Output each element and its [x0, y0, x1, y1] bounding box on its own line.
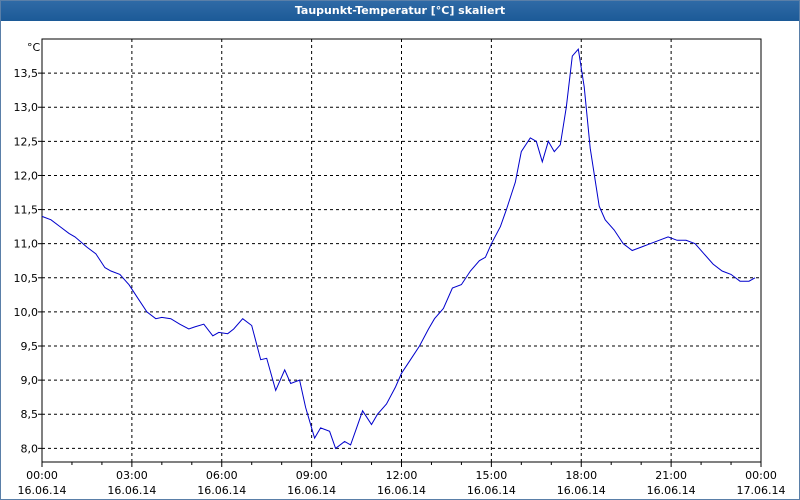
- x-tick-time-label: 18:00: [565, 469, 597, 482]
- y-tick-label: 13,0: [14, 101, 39, 114]
- x-tick-date-label: 16.06.14: [287, 484, 336, 497]
- x-tick-date-label: 16.06.14: [557, 484, 606, 497]
- x-tick-time-label: 00:00: [745, 469, 777, 482]
- y-tick-label: 11,5: [14, 204, 39, 217]
- chart-canvas: °C 13,5 13,0 12,5 12,0 11,5 11,0 10,5 10,0 9,5 9,…: [14, 38, 786, 497]
- y-axis-unit-label: °C: [27, 41, 41, 54]
- dewpoint-series-line: [41, 48, 756, 450]
- y-tick-label: 9,5: [21, 340, 39, 353]
- x-tick-time-label: 21:00: [655, 469, 687, 482]
- y-axis-ticks: 13,5 13,0 12,5 12,0 11,5 11,0 10,5 10,0 9,5 9,0 8,…: [14, 67, 42, 455]
- x-tick-date-label: 16.06.14: [197, 484, 246, 497]
- y-tick-label: 10,5: [14, 272, 39, 285]
- x-tick-date-label: 16.06.14: [467, 484, 516, 497]
- y-tick-label: 9,0: [21, 374, 39, 387]
- x-tick-time-label: 09:00: [296, 469, 328, 482]
- y-tick-label: 13,5: [14, 67, 39, 80]
- x-tick-time-label: 15:00: [476, 469, 508, 482]
- y-tick-label: 12,5: [14, 135, 39, 148]
- y-tick-label: 8,5: [21, 408, 39, 421]
- x-tick-time-label: 12:00: [386, 469, 418, 482]
- grid-lines: [42, 39, 761, 462]
- y-tick-label: 10,0: [14, 306, 39, 319]
- plot-frame: [41, 38, 762, 463]
- x-tick-date-label: 16.06.14: [377, 484, 426, 497]
- y-tick-label: 11,0: [14, 238, 39, 251]
- x-tick-date-label: 16.06.14: [647, 484, 696, 497]
- y-tick-label: 12,0: [14, 169, 39, 182]
- x-tick-date-label: 17.06.14: [737, 484, 786, 497]
- x-tick-date-label: 16.06.14: [18, 484, 67, 497]
- x-tick-time-label: 06:00: [206, 469, 238, 482]
- x-tick-date-label: 16.06.14: [107, 484, 156, 497]
- chart-title: Taupunkt-Temperatur [°C] skaliert: [1, 1, 799, 21]
- y-tick-label: 8,0: [21, 442, 39, 455]
- x-tick-time-label: 03:00: [116, 469, 148, 482]
- x-tick-time-label: 00:00: [26, 469, 58, 482]
- x-axis-ticks: 00:00 16.06.14 03:00 16.06.14 06:00 16.06.14 0…: [18, 462, 786, 497]
